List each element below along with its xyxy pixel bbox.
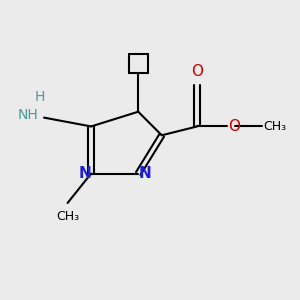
Text: N: N [138, 166, 151, 181]
Text: CH₃: CH₃ [263, 120, 286, 133]
Text: N: N [78, 166, 91, 181]
Text: O: O [228, 119, 240, 134]
Text: CH₃: CH₃ [56, 210, 79, 224]
Text: H: H [34, 90, 45, 104]
Text: O: O [191, 64, 203, 79]
Text: NH: NH [17, 108, 38, 122]
